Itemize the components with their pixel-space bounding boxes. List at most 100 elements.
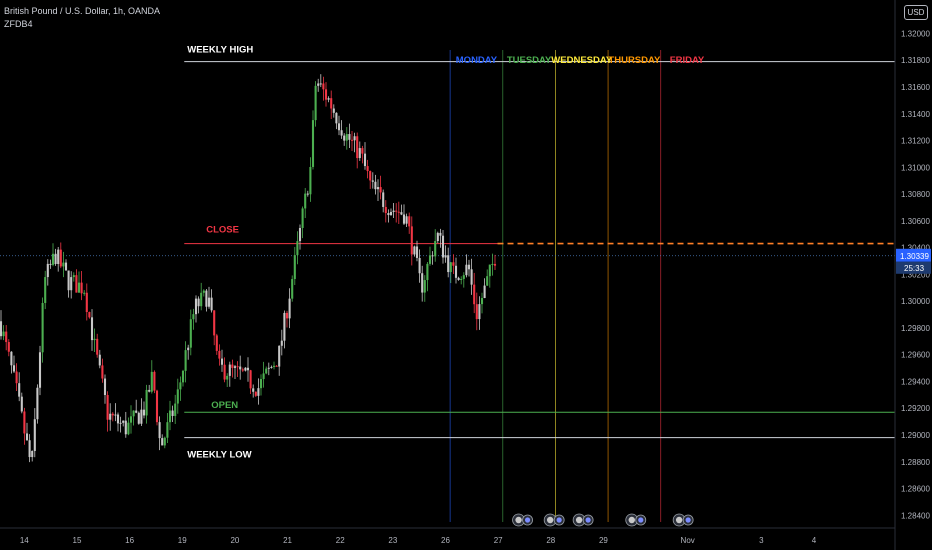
candle-body bbox=[431, 255, 434, 257]
candle-body bbox=[337, 123, 341, 131]
candle-body bbox=[0, 321, 3, 337]
candle-body bbox=[301, 208, 304, 228]
event-marker bbox=[625, 513, 647, 527]
weekly-high-label: WEEKLY HIGH bbox=[187, 45, 253, 56]
candle-body bbox=[252, 388, 255, 392]
level-lines bbox=[0, 61, 895, 439]
candle-body bbox=[25, 433, 29, 441]
flag-icon-inner bbox=[585, 517, 591, 523]
open-label: OPEN bbox=[211, 400, 238, 411]
candle-body bbox=[7, 342, 10, 352]
candle-body bbox=[288, 298, 291, 319]
day-label-wednesday: WEDNESDAY bbox=[551, 55, 613, 66]
candle-body bbox=[480, 298, 484, 305]
price-tick-label: 1.30200 bbox=[901, 270, 930, 279]
candle-body bbox=[18, 383, 21, 397]
candle-body bbox=[374, 181, 377, 190]
candle-body bbox=[41, 302, 44, 353]
candle-body bbox=[371, 180, 374, 182]
candle-body bbox=[109, 413, 112, 420]
candle-body bbox=[465, 264, 468, 276]
candle-body bbox=[335, 112, 338, 124]
candle-body bbox=[257, 388, 260, 396]
close-label: CLOSE bbox=[206, 225, 239, 236]
flag-icon-inner bbox=[524, 517, 531, 523]
candle-body bbox=[59, 249, 62, 267]
candle-body bbox=[132, 410, 135, 417]
candle-body bbox=[428, 255, 432, 264]
candle-body bbox=[298, 227, 302, 242]
candle-body bbox=[376, 187, 380, 190]
flag-icon-inner bbox=[638, 517, 644, 523]
price-tick-label: 1.30600 bbox=[901, 217, 930, 226]
candle-body bbox=[67, 270, 70, 291]
candle-body bbox=[127, 422, 130, 435]
candle-body bbox=[46, 263, 49, 278]
candle-body bbox=[397, 211, 400, 213]
candle-body bbox=[415, 246, 419, 258]
candle-body bbox=[200, 292, 203, 307]
candle-body bbox=[317, 83, 320, 86]
candle-body bbox=[236, 366, 239, 368]
flag-icon-inner bbox=[575, 516, 583, 524]
candle-body bbox=[361, 148, 364, 154]
event-markers bbox=[512, 513, 694, 527]
candle-body bbox=[241, 369, 244, 371]
price-tick-label: 1.28800 bbox=[901, 458, 930, 467]
candle-body bbox=[226, 375, 229, 380]
price-tick-label: 1.29000 bbox=[901, 431, 930, 440]
candle-body bbox=[106, 395, 109, 420]
candle-body bbox=[369, 171, 372, 181]
candle-body bbox=[176, 389, 179, 404]
flag-icon-inner bbox=[685, 517, 691, 523]
candle-body bbox=[410, 226, 413, 255]
candle-body bbox=[356, 136, 359, 159]
candle-body bbox=[62, 262, 65, 267]
candle-body bbox=[366, 166, 369, 172]
time-tick-label: 28 bbox=[546, 536, 555, 545]
candle-body bbox=[327, 98, 330, 100]
candle-body bbox=[382, 192, 385, 207]
event-marker bbox=[512, 513, 533, 527]
candle-body bbox=[418, 257, 421, 274]
price-tick-label: 1.28400 bbox=[901, 511, 930, 520]
candle-body bbox=[306, 193, 309, 195]
candle-body bbox=[233, 366, 237, 368]
candle-body bbox=[189, 319, 192, 348]
level-labels: WEEKLY HIGH WEEKLY LOW CLOSE OPEN bbox=[187, 45, 253, 461]
candle-body bbox=[304, 193, 307, 209]
candle-body bbox=[114, 414, 117, 416]
time-tick-label: 29 bbox=[599, 536, 608, 545]
candle-body bbox=[343, 135, 346, 141]
candle-body bbox=[90, 317, 94, 341]
candle-body bbox=[467, 264, 471, 270]
candle-body bbox=[454, 265, 458, 278]
candle-body bbox=[215, 335, 218, 351]
candle-body bbox=[166, 422, 169, 438]
day-label-monday: MONDAY bbox=[456, 55, 498, 66]
candle-body bbox=[124, 420, 127, 435]
candle-body bbox=[395, 210, 398, 212]
currency-button[interactable]: USD bbox=[904, 5, 928, 20]
candle-body bbox=[111, 413, 114, 416]
candle-body bbox=[77, 282, 81, 293]
candle-body bbox=[239, 366, 242, 370]
candle-body bbox=[36, 387, 39, 420]
candle-body bbox=[332, 108, 335, 113]
candle-body bbox=[444, 255, 447, 258]
price-tick-label: 1.31600 bbox=[901, 83, 930, 92]
candle-body bbox=[358, 148, 361, 159]
event-marker bbox=[543, 513, 565, 527]
candle-body bbox=[33, 419, 36, 451]
candle-body bbox=[350, 139, 354, 141]
candle-body bbox=[140, 409, 143, 424]
candle-body bbox=[405, 216, 408, 224]
candle-body bbox=[441, 235, 445, 258]
candle-body bbox=[324, 89, 328, 100]
day-label-friday: FRIDAY bbox=[670, 55, 705, 66]
price-tick-label: 1.30400 bbox=[901, 244, 930, 253]
price-tick-label: 1.29200 bbox=[901, 404, 930, 413]
candle-body bbox=[15, 371, 18, 384]
